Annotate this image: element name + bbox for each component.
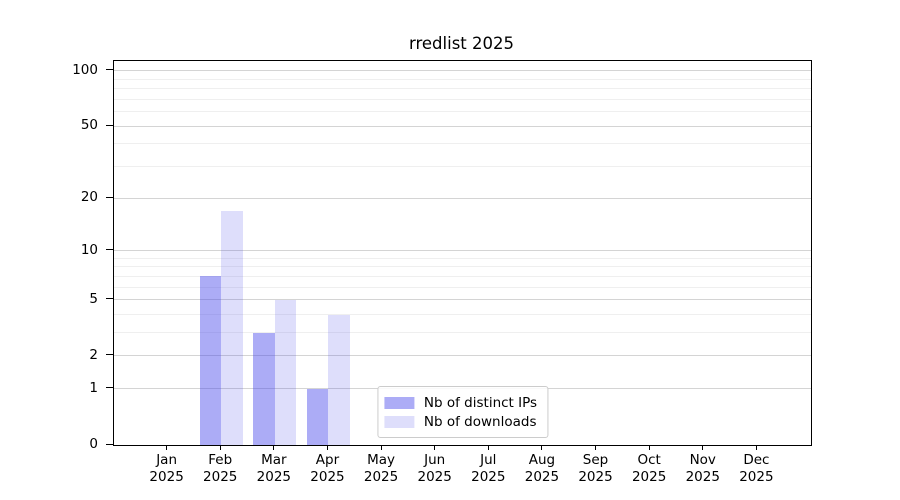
x-tick-month: Feb xyxy=(208,452,233,468)
x-tick-year: 2025 xyxy=(471,469,506,485)
x-tick-label: Jul 2025 xyxy=(452,452,524,486)
legend-item-distinct-ips: Nb of distinct IPs xyxy=(383,393,538,412)
chart-title: rredlist 2025 xyxy=(408,34,514,53)
major-gridline xyxy=(114,197,811,199)
minor-gridline xyxy=(114,314,811,315)
bar-downloads xyxy=(221,210,243,445)
minor-gridline xyxy=(114,275,811,277)
x-tick-mark xyxy=(380,445,382,450)
x-tick-label: Oct 2025 xyxy=(613,452,685,486)
x-tick-mark xyxy=(702,445,704,450)
x-tick-mark xyxy=(648,445,650,450)
x-tick-month: Sep xyxy=(582,452,609,468)
x-tick-month: Jul xyxy=(480,452,497,468)
bar-distinct-ips xyxy=(307,388,329,445)
x-tick-mark xyxy=(595,445,597,450)
legend-swatch-downloads xyxy=(383,415,414,428)
x-tick-mark xyxy=(166,445,168,450)
x-tick-label: Jan 2025 xyxy=(131,452,203,486)
x-tick-mark xyxy=(326,445,328,450)
bar-downloads xyxy=(274,299,297,445)
minor-gridline xyxy=(114,143,811,145)
y-tick-label: 20 xyxy=(80,189,98,206)
y-tick-mark xyxy=(106,249,113,251)
x-tick-year: 2025 xyxy=(310,469,345,485)
minor-gridline xyxy=(114,286,811,288)
x-tick-year: 2025 xyxy=(149,469,184,485)
x-tick-month: Dec xyxy=(743,452,770,468)
y-tick-label: 100 xyxy=(72,61,98,78)
x-tick-label: Sep 2025 xyxy=(560,452,632,486)
minor-gridline xyxy=(114,98,811,100)
x-tick-year: 2025 xyxy=(739,469,774,485)
x-tick-month: Nov xyxy=(689,452,716,468)
legend-swatch-distinct-ips xyxy=(383,396,414,409)
x-tick-month: Apr xyxy=(315,452,340,468)
x-tick-label: May 2025 xyxy=(345,452,417,486)
major-gridline xyxy=(114,125,811,127)
x-tick-label: Dec 2025 xyxy=(720,452,792,486)
x-tick-label: Apr 2025 xyxy=(291,452,363,486)
x-tick-month: Jun xyxy=(424,452,446,468)
y-tick-mark xyxy=(106,443,113,445)
legend-label-distinct-ips: Nb of distinct IPs xyxy=(423,394,538,411)
major-gridline xyxy=(114,299,811,301)
y-tick-mark xyxy=(106,196,113,198)
x-tick-month: Oct xyxy=(637,452,661,468)
x-tick-month: Mar xyxy=(261,452,287,468)
x-tick-year: 2025 xyxy=(256,469,292,485)
x-tick-label: Mar 2025 xyxy=(238,452,310,486)
x-tick-year: 2025 xyxy=(524,469,560,485)
minor-gridline xyxy=(114,166,811,168)
y-tick-label: 1 xyxy=(89,379,98,396)
plot-area: Nb of distinct IPs Nb of downloads xyxy=(113,60,812,446)
x-tick-month: May xyxy=(367,452,396,468)
x-tick-year: 2025 xyxy=(417,469,452,485)
bar-distinct-ips xyxy=(253,332,275,445)
x-tick-year: 2025 xyxy=(363,469,399,485)
minor-gridline xyxy=(114,257,811,259)
bar-distinct-ips xyxy=(199,276,222,445)
x-tick-mark xyxy=(219,445,221,450)
y-tick-mark xyxy=(106,69,113,71)
x-tick-year: 2025 xyxy=(578,469,613,485)
x-tick-year: 2025 xyxy=(631,469,667,485)
x-tick-label: Feb 2025 xyxy=(184,452,256,486)
x-tick-month: Aug xyxy=(528,452,556,468)
x-tick-label: Jun 2025 xyxy=(399,452,471,486)
x-tick-month: Jan xyxy=(156,452,178,468)
x-tick-mark xyxy=(541,445,543,450)
major-gridline xyxy=(114,70,811,72)
x-tick-year: 2025 xyxy=(203,469,238,485)
y-tick-mark xyxy=(106,124,113,126)
major-gridline xyxy=(114,250,811,252)
x-tick-mark xyxy=(755,445,757,450)
legend-label-downloads: Nb of downloads xyxy=(423,413,537,430)
y-tick-mark xyxy=(106,387,113,389)
y-tick-mark xyxy=(106,354,113,356)
x-tick-mark xyxy=(273,445,275,450)
y-tick-label: 10 xyxy=(80,241,98,258)
minor-gridline xyxy=(114,88,811,90)
y-tick-label: 5 xyxy=(89,290,98,307)
x-tick-mark xyxy=(434,445,436,450)
x-tick-year: 2025 xyxy=(685,469,720,485)
bar-downloads xyxy=(328,314,350,445)
y-tick-label: 0 xyxy=(89,436,98,452)
y-tick-label: 2 xyxy=(89,346,98,363)
y-tick-label: 50 xyxy=(80,117,98,134)
minor-gridline xyxy=(114,111,811,113)
legend-item-downloads: Nb of downloads xyxy=(383,412,537,431)
x-tick-label: Nov 2025 xyxy=(667,452,739,486)
major-gridline xyxy=(114,355,811,357)
y-tick-mark xyxy=(106,298,113,300)
x-tick-label: Aug 2025 xyxy=(506,452,578,486)
minor-gridline xyxy=(114,332,811,334)
minor-gridline xyxy=(114,266,811,268)
minor-gridline xyxy=(114,78,811,80)
legend: Nb of distinct IPs Nb of downloads xyxy=(376,386,549,438)
x-tick-mark xyxy=(487,445,489,450)
